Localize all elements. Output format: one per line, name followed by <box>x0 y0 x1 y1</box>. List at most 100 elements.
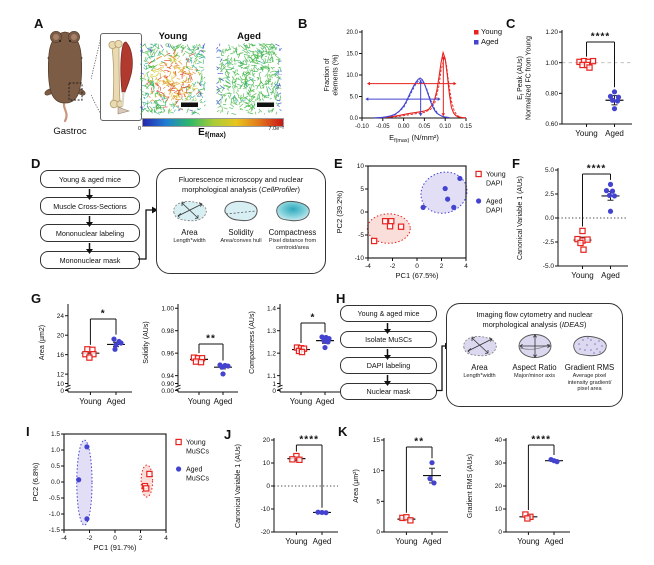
svg-text:0: 0 <box>360 209 364 216</box>
svg-text:0: 0 <box>60 388 64 395</box>
svg-text:Aged: Aged <box>316 397 335 406</box>
panel-i-label: I <box>26 424 30 439</box>
svg-text:Young: Young <box>571 271 593 280</box>
svg-text:0.00: 0.00 <box>161 388 174 395</box>
svg-text:0.96: 0.96 <box>161 350 174 357</box>
svg-text:0: 0 <box>113 535 117 542</box>
panel-e-label: E <box>334 156 343 171</box>
svg-text:2.5: 2.5 <box>545 191 554 198</box>
svg-text:1: 1 <box>272 381 276 388</box>
svg-text:Young: Young <box>186 440 206 447</box>
chart-i-pca-muscs: -4 -2 0 2 4 -1.5 -1.0 -0.5 0.0 0.5 1.0 1.5 PC1 (91.7… <box>24 426 232 565</box>
svg-text:0.05: 0.05 <box>419 124 431 130</box>
flowchart-d-step-1: Young & aged mice <box>40 170 140 188</box>
svg-text:Young: Young <box>517 537 539 546</box>
svg-text:Young: Young <box>188 397 210 406</box>
svg-text:0.80: 0.80 <box>545 91 558 98</box>
svg-text:0.60: 0.60 <box>545 121 558 128</box>
svg-text:10: 10 <box>263 460 271 467</box>
metric-compactness: Compactness Pixel distance from centroid… <box>267 197 318 251</box>
svg-text:Area (µm²): Area (µm²) <box>353 469 360 503</box>
down-arrow-icon <box>85 187 94 200</box>
metric-gradient-rms: Gradient RMS Average pixel intensity gra… <box>564 332 615 392</box>
svg-text:Solidity (AUs): Solidity (AUs) <box>143 321 150 363</box>
svg-text:-2.5: -2.5 <box>543 239 555 246</box>
svg-text:Aged: Aged <box>214 397 233 406</box>
area-blob-icon <box>462 336 497 357</box>
svg-text:PC1 (91.7%): PC1 (91.7%) <box>94 543 137 552</box>
panel-k-label: K <box>338 424 348 439</box>
svg-text:0: 0 <box>415 263 419 270</box>
svg-text:Compactness (AUs): Compactness (AUs) <box>249 311 256 374</box>
svg-text:0.5: 0.5 <box>51 463 60 470</box>
svg-text:Young: Young <box>481 27 502 36</box>
gradient-rms-blob-icon <box>572 336 607 357</box>
svg-text:1.1: 1.1 <box>267 373 276 380</box>
svg-text:Aged: Aged <box>545 537 564 546</box>
down-arrow-icon <box>85 214 94 227</box>
metric-aspect-ratio: Aspect Ratio Major/minor axis <box>509 332 560 392</box>
panel-f-label: F <box>512 156 520 171</box>
svg-text:-5.0: -5.0 <box>543 263 555 270</box>
svg-text:PC2 (39.2%): PC2 (39.2%) <box>335 190 344 233</box>
aspect-ratio-blob-icon <box>518 334 551 359</box>
svg-text:12: 12 <box>57 371 65 378</box>
colorbar-symbol: Ef(max) <box>198 127 226 139</box>
svg-text:1.0: 1.0 <box>51 447 60 454</box>
chart-e-pca-dapi: -4 -2 0 2 4 -10 -5 0 5 10 PC1 (67.5%) PC2 (39.2%) Yo… <box>334 158 514 297</box>
svg-text:20.0: 20.0 <box>346 30 358 36</box>
svg-text:0: 0 <box>376 529 380 536</box>
svg-text:-2: -2 <box>87 535 93 542</box>
svg-text:Normalized FC from Young: Normalized FC from Young <box>526 36 533 120</box>
svg-text:10.0: 10.0 <box>346 73 358 79</box>
svg-text:0.98: 0.98 <box>161 328 174 335</box>
svg-text:0: 0 <box>498 529 502 536</box>
svg-text:-0.5: -0.5 <box>49 495 61 502</box>
svg-text:-4: -4 <box>61 535 67 542</box>
chart-b-stiffness-distribution: 0.0 5.0 10.0 15.0 20.0 -0.10 -0.05 0.00 0.05 0.10… <box>322 20 512 157</box>
svg-text:Young: Young <box>395 537 417 546</box>
aged-stiffness-mesh-image <box>216 43 282 115</box>
svg-text:40: 40 <box>495 437 503 444</box>
ideas-analysis-box: Imaging flow cytometry and nuclear morpho… <box>446 303 623 407</box>
svg-text:****: **** <box>299 435 319 446</box>
svg-text:Young: Young <box>290 397 312 406</box>
svg-text:-0.10: -0.10 <box>355 124 369 130</box>
svg-text:20: 20 <box>57 332 65 339</box>
svg-text:****: **** <box>591 32 611 43</box>
svg-text:4: 4 <box>464 263 468 270</box>
svg-text:15.0: 15.0 <box>346 52 358 58</box>
inset-connector-lines <box>91 36 101 116</box>
svg-text:-10: -10 <box>261 506 271 513</box>
solidity-blob-icon <box>224 201 258 222</box>
svg-text:Aged: Aged <box>186 467 202 474</box>
svg-text:1.20: 1.20 <box>545 29 558 36</box>
svg-text:20: 20 <box>263 437 271 444</box>
chart-f-canonical-variable: -5.0 -2.5 0.0 2.5 5.0 Canonical Variable 1 (A… <box>514 158 650 303</box>
down-arrow-icon <box>383 347 392 360</box>
svg-text:Young: Young <box>285 537 307 546</box>
panel-j-label: J <box>224 427 232 442</box>
svg-text:20: 20 <box>495 483 503 490</box>
panel-c-label: C <box>506 16 516 31</box>
foot-icon <box>117 106 130 115</box>
gastroc-region-box <box>68 82 83 101</box>
achilles-tendon-icon <box>121 91 125 107</box>
svg-text:MuSCs: MuSCs <box>186 449 209 456</box>
svg-text:24: 24 <box>57 313 65 320</box>
svg-text:5.0: 5.0 <box>545 167 554 174</box>
svg-text:Young: Young <box>486 172 506 179</box>
svg-text:-1.0: -1.0 <box>49 511 61 518</box>
svg-text:0.10: 0.10 <box>439 124 451 130</box>
svg-text:-20: -20 <box>261 529 271 536</box>
analysis-box-title: Imaging flow cytometry and nuclear morpho… <box>476 310 593 329</box>
panel-b-label: B <box>298 16 308 31</box>
svg-text:Canonical Variable 1 (AUs): Canonical Variable 1 (AUs) <box>235 444 242 528</box>
svg-text:PC2 (6.8%): PC2 (6.8%) <box>31 462 40 501</box>
tibia-bone-icon <box>111 46 121 103</box>
chart-c-ef-peak: 0.60 0.80 1.00 1.20 Ef Peak (AUs) Normalized … <box>514 18 650 159</box>
svg-text:Ef Peak (AUs): Ef Peak (AUs) <box>517 56 526 100</box>
chart-k-area: 0 5 10 15 Area (µm²) Young Aged ** <box>350 428 462 565</box>
svg-text:0: 0 <box>272 388 276 395</box>
svg-text:-2: -2 <box>390 263 396 270</box>
